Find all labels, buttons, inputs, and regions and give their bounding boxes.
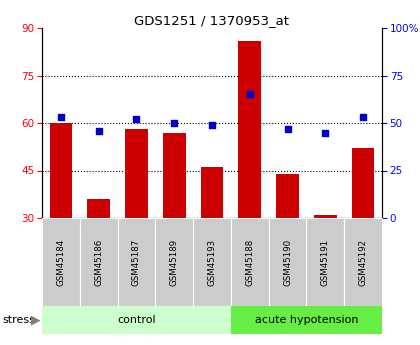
Text: GSM45191: GSM45191 [321,238,330,286]
Point [133,117,140,122]
Text: GSM45192: GSM45192 [359,238,368,286]
Bar [42,306,231,334]
Text: stress: stress [2,315,35,325]
Text: control: control [117,315,156,325]
Bar [344,218,382,306]
Text: ▶: ▶ [31,314,40,326]
Text: GSM45190: GSM45190 [283,238,292,286]
Bar [118,218,155,306]
Bar [276,174,299,218]
Text: GSM45193: GSM45193 [207,238,216,286]
Bar [125,129,148,218]
Bar [50,123,72,218]
Text: GSM45189: GSM45189 [170,238,179,286]
Bar [201,167,223,218]
Bar [231,306,382,334]
Bar [307,218,344,306]
Point [247,92,253,97]
Text: GSM45186: GSM45186 [94,238,103,286]
Point [95,128,102,134]
Bar [163,132,186,218]
Point [322,130,329,135]
Point [171,120,178,126]
Point [209,122,215,128]
Bar [269,218,307,306]
Bar [42,218,80,306]
Bar [231,218,269,306]
Bar [239,41,261,218]
Bar [87,199,110,218]
Bar [155,218,193,306]
Bar [80,218,118,306]
Point [284,126,291,131]
Bar [352,148,375,218]
Text: GSM45184: GSM45184 [56,238,66,286]
Bar [193,218,231,306]
Point [58,115,64,120]
Bar [314,215,337,218]
Text: GSM45187: GSM45187 [132,238,141,286]
Title: GDS1251 / 1370953_at: GDS1251 / 1370953_at [134,14,289,27]
Text: GSM45188: GSM45188 [245,238,254,286]
Text: acute hypotension: acute hypotension [255,315,358,325]
Point [360,115,367,120]
